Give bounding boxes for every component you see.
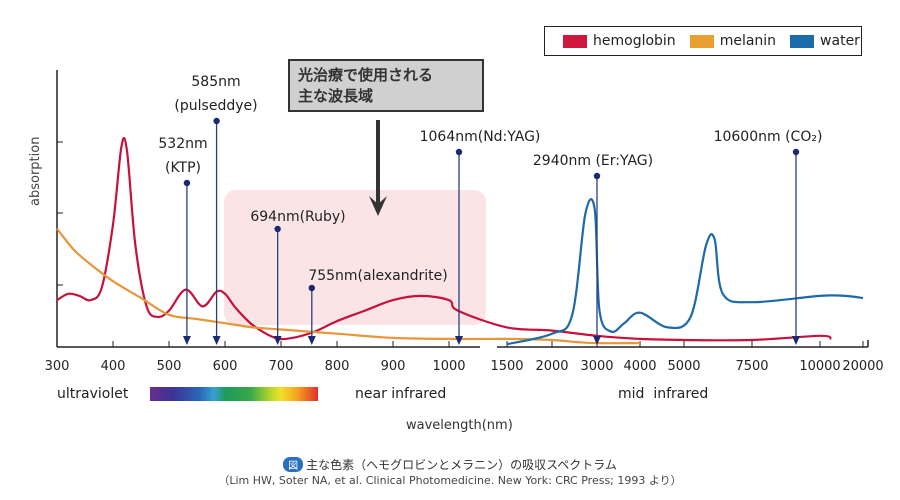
legend-item-melanin: melanin — [689, 33, 777, 49]
annotation-label: 10600nm (CO₂) — [714, 129, 823, 145]
callout-line: 主な波長域 — [298, 87, 374, 105]
annotation-arrowhead — [593, 336, 601, 345]
region-ultraviolet: ultraviolet — [57, 386, 129, 402]
highlight-region — [224, 190, 486, 325]
callout-arrow — [369, 120, 387, 216]
legend-label: hemoglobin — [593, 33, 676, 49]
figure-badge: 図 — [283, 457, 304, 472]
y-axis-label: absorption — [28, 136, 43, 206]
callout-arrow-head — [369, 196, 387, 216]
x-tick-label: 700 — [269, 359, 294, 374]
annotation-label: 694nm(Ruby) — [250, 209, 345, 225]
annotation-dot — [183, 179, 191, 187]
x-tick-labels: 300 400 500 600 700 800 900 1000 1500 2000 3000 400… — [45, 359, 884, 374]
x-tick-label: 5000 — [667, 359, 700, 374]
figure-source: （Lim HW, Soter NA, et al. Clinical Photo… — [218, 474, 682, 487]
legend-swatch-hemoglobin — [563, 34, 587, 48]
series-line-hemoglobin — [56, 137, 832, 342]
x-tick-label: 900 — [381, 359, 406, 374]
annotation-arrowhead — [212, 336, 221, 345]
x-tick-label: 800 — [325, 359, 350, 374]
legend-item-hemoglobin: hemoglobin — [563, 33, 676, 49]
annotation-dot — [308, 284, 315, 292]
region-near-infrared: near infrared — [355, 386, 447, 402]
caption-title: 主な色素（ヘモグロビンとメラニン）の吸収スペクトラム — [306, 458, 617, 472]
annotation-arrowhead — [455, 336, 463, 345]
annotation-label: (pulseddye) — [174, 98, 257, 114]
x-tick-label: 3000 — [580, 359, 613, 374]
series-group — [56, 137, 864, 346]
annotation-label: 1064nm(Nd:YAG) — [420, 129, 541, 145]
x-tick-label: 2000 — [535, 359, 568, 374]
annotation-arrowhead — [273, 336, 282, 345]
x-tick-label: 1500 — [490, 359, 523, 374]
annotation-dot — [213, 117, 220, 125]
legend-swatch-water — [790, 34, 815, 48]
annotation-label: (KTP) — [165, 160, 201, 176]
annotation-label: 532nm — [158, 136, 207, 152]
legend-item-water: water — [790, 33, 860, 49]
figure-caption: 図主な色素（ヘモグロビンとメラニン）の吸収スペクトラム — [0, 456, 900, 473]
callout-box: 光治療で使用される 主な波長域 — [288, 59, 484, 112]
annotation-dot — [274, 225, 281, 233]
x-tick-label: 400 — [101, 359, 126, 374]
legend-label: water — [820, 33, 860, 49]
legend: hemoglobin melanin water — [544, 26, 862, 56]
x-tick-label: 4000 — [623, 359, 656, 374]
x-tick-label: 300 — [45, 359, 70, 374]
x-axis-label: wavelength(nm) — [406, 418, 513, 433]
annotation-arrowhead — [307, 336, 316, 345]
visible-spectrum-bar — [150, 387, 318, 401]
legend-label: melanin — [719, 33, 777, 49]
x-tick-label: 7500 — [735, 359, 768, 374]
annotation-dot — [593, 172, 601, 180]
annotation-arrowhead — [792, 336, 800, 345]
annotation-dot — [792, 148, 800, 156]
axes — [56, 70, 869, 348]
x-tick-label: 10000 — [799, 359, 840, 374]
annotation-dot — [455, 148, 463, 156]
x-tick-label: 1000 — [432, 359, 465, 374]
x-tick-label: 600 — [213, 359, 238, 374]
legend-swatch-melanin — [689, 34, 714, 48]
annotation-label: 585nm — [191, 74, 240, 90]
annotation-label: 755nm(alexandrite) — [308, 268, 447, 284]
callout-line: 光治療で使用される — [298, 66, 434, 84]
series-line-water — [506, 198, 864, 346]
annotation-arrowhead — [182, 336, 191, 345]
region-mid-infrared: mid infrared — [618, 386, 709, 402]
x-tick-label: 20000 — [842, 359, 883, 374]
series-line-melanin — [56, 228, 641, 345]
x-tick-label: 500 — [157, 359, 182, 374]
annotation-label: 2940nm (Er:YAG) — [533, 153, 653, 169]
annotations-group: 532nm (KTP) 585nm (pulseddye) 694nm(Ruby) 755… — [158, 74, 822, 345]
